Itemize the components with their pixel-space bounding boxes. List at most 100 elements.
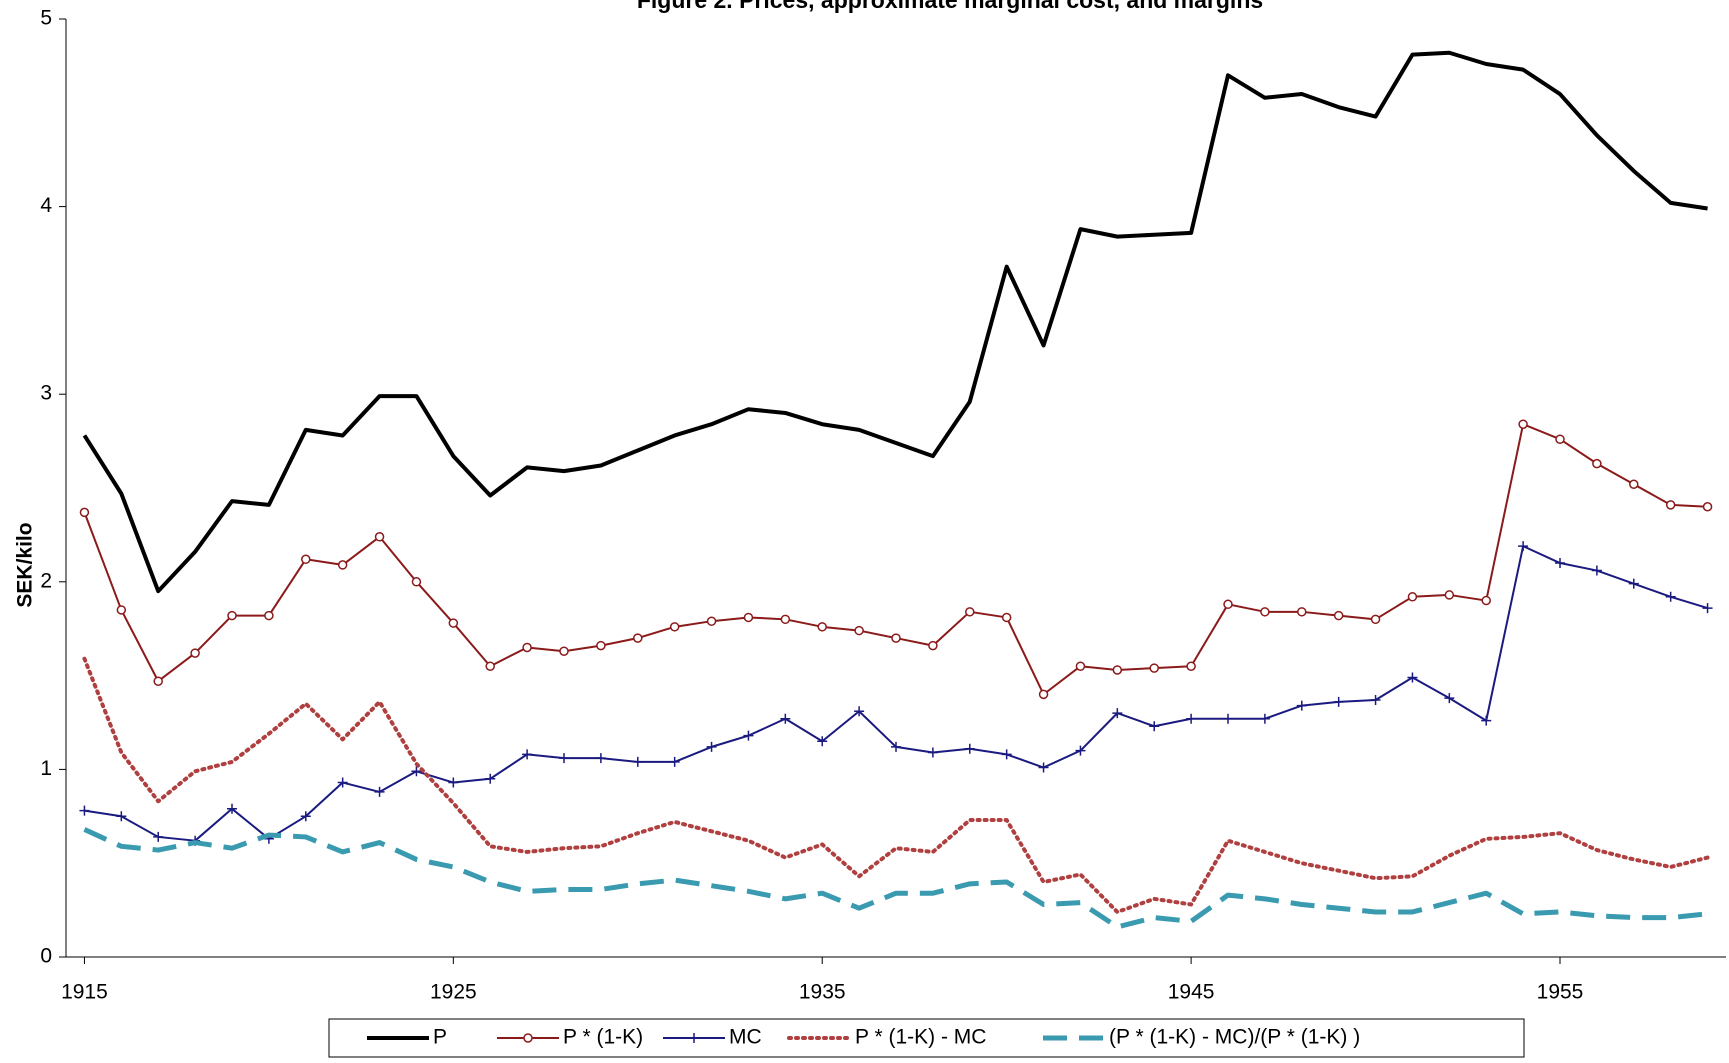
point: [1628, 578, 1639, 589]
series-line: [83, 423, 1708, 696]
point: [374, 786, 385, 797]
chart-title: Figure 2. Prices, approximate marginal c…: [637, 0, 1263, 13]
point: [1518, 541, 1529, 552]
series-line: [83, 827, 1708, 930]
point: [1149, 663, 1159, 673]
x-tick-label: 1945: [1168, 981, 1215, 1004]
point: [1297, 607, 1307, 617]
point: [1407, 592, 1418, 602]
y-tick-label: 0: [40, 945, 52, 968]
point: [522, 749, 533, 760]
point: [743, 612, 754, 623]
legend-label: (P * (1-K) - MC)/(P * (1-K) ): [1109, 1026, 1360, 1049]
point: [523, 1033, 533, 1043]
point: [1186, 713, 1197, 724]
y-tick-label: 3: [40, 382, 52, 405]
point: [1259, 713, 1270, 724]
point: [153, 831, 164, 842]
point: [689, 1033, 699, 1043]
legend-item: MC: [663, 1026, 762, 1049]
point: [190, 648, 200, 658]
point: [301, 554, 311, 565]
point: [669, 756, 680, 767]
point: [1186, 661, 1196, 671]
point: [1296, 700, 1307, 711]
y-tick-label: 2: [40, 569, 52, 592]
point: [927, 747, 938, 758]
point: [965, 607, 975, 617]
point: [632, 756, 643, 767]
legend-item: P: [367, 1026, 447, 1049]
legend-item: P * (1-K) - MC: [787, 1026, 986, 1049]
point: [1112, 665, 1123, 675]
legend-item: (P * (1-K) - MC)/(P * (1-K) ): [1043, 1026, 1360, 1049]
point: [1555, 558, 1565, 569]
point: [1481, 715, 1492, 726]
point: [1001, 749, 1012, 760]
point: [1481, 595, 1491, 606]
point: [1444, 590, 1455, 600]
point: [559, 646, 569, 656]
point: [1370, 614, 1381, 625]
point: [1702, 502, 1713, 512]
point: [780, 614, 791, 625]
point: [485, 773, 496, 784]
point: [891, 741, 901, 752]
point: [448, 777, 459, 788]
point: [411, 577, 422, 587]
point: [227, 610, 237, 621]
point: [891, 633, 901, 643]
point: [337, 777, 348, 788]
point: [1629, 479, 1639, 489]
point: [116, 811, 127, 822]
point: [706, 616, 717, 626]
point: [1555, 434, 1565, 444]
point: [743, 730, 754, 741]
point: [1665, 591, 1676, 602]
point: [1370, 694, 1381, 705]
series-line: [84, 545, 1708, 842]
point: [817, 622, 827, 632]
point: [780, 713, 791, 724]
point: [1592, 458, 1602, 469]
x-tick-label: 1955: [1537, 981, 1584, 1004]
legend-label: P * (1-K): [563, 1026, 643, 1049]
x-tick-label: 1925: [430, 981, 477, 1004]
point: [227, 803, 237, 814]
point: [1591, 565, 1602, 576]
y-tick-label: 4: [40, 194, 52, 217]
x-tick-label: 1935: [799, 981, 846, 1004]
point: [964, 743, 975, 754]
point: [411, 766, 422, 777]
point: [1333, 696, 1344, 707]
point: [854, 625, 864, 636]
point: [485, 661, 495, 671]
point: [153, 676, 163, 686]
point: [1702, 603, 1713, 614]
point: [596, 640, 606, 651]
point: [1149, 721, 1160, 732]
point: [928, 640, 938, 651]
point: [448, 618, 459, 628]
point: [1333, 610, 1344, 621]
point: [1223, 599, 1233, 610]
point: [854, 706, 865, 717]
legend-label: P: [433, 1026, 447, 1049]
legend-label: P * (1-K) - MC: [855, 1026, 986, 1049]
point: [1444, 693, 1455, 704]
point: [1075, 661, 1086, 671]
point: [374, 532, 385, 542]
y-tick-label: 1: [40, 757, 52, 780]
point: [706, 741, 717, 752]
point: [1407, 672, 1418, 683]
point: [1075, 745, 1086, 756]
y-tick-label: 5: [40, 7, 52, 30]
point: [300, 811, 311, 822]
point: [1112, 708, 1123, 719]
point: [1260, 607, 1270, 617]
point: [1223, 713, 1233, 724]
y-axis-label: SEK/kilo: [14, 522, 37, 607]
point: [1665, 500, 1676, 510]
